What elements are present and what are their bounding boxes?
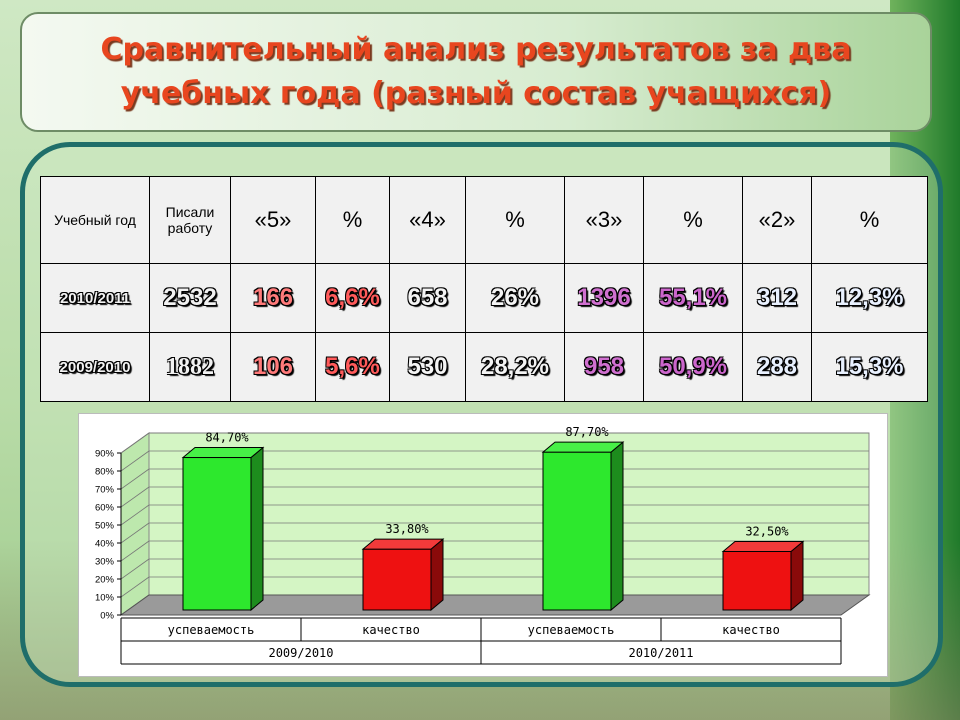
cell-grade-4: 530: [389, 332, 466, 402]
cell-percent-4: 28,2%: [465, 332, 565, 402]
y-tick-label: 60%: [95, 503, 115, 514]
category-label: успеваемость: [528, 623, 615, 637]
chart-gridline: [120, 522, 150, 544]
bar-top: [541, 441, 625, 453]
chart-floor: [119, 594, 871, 616]
cell-year: 2010/2011: [40, 263, 150, 333]
cell-year: 2009/2010: [40, 332, 150, 402]
chart-gridline: [120, 558, 150, 580]
cell-percent-5: 5,6%: [315, 332, 390, 402]
title-line-2: учебных года (разный состав учащихся): [120, 76, 832, 111]
bar-top: [361, 538, 445, 550]
cell-grade-3: 1396: [564, 263, 644, 333]
y-tick-label: 20%: [95, 575, 115, 586]
bar-value-label: 33,80%: [385, 522, 429, 536]
y-tick-label: 70%: [95, 485, 115, 496]
bar-side: [430, 538, 444, 612]
slide-title: Сравнительный анализ результатов за два …: [20, 28, 932, 116]
cell-grade-5: 106: [230, 332, 316, 402]
results-table: Учебный год Писали работу «5» % «4» % «3…: [40, 176, 928, 402]
header-grade-5: «5»: [230, 176, 316, 264]
title-line-1: Сравнительный анализ результатов за два: [100, 32, 852, 67]
bar-front: [722, 551, 792, 611]
bar-side: [610, 441, 624, 612]
bar-value-label: 32,50%: [745, 525, 789, 539]
y-tick-label: 10%: [95, 593, 115, 604]
header-grade-2: «2»: [742, 176, 812, 264]
table-header-row: Учебный год Писали работу «5» % «4» % «3…: [40, 176, 928, 264]
cell-percent-5: 6,6%: [315, 263, 390, 333]
chart-gridline: [120, 576, 150, 598]
chart-gridline: [120, 468, 150, 490]
cell-percent-4: 26%: [465, 263, 565, 333]
chart-gridline: [120, 432, 150, 454]
bar-side: [790, 540, 804, 612]
cell-grade-5: 166: [230, 263, 316, 333]
category-label: качество: [362, 623, 420, 637]
cell-percent-2: 15,3%: [811, 332, 928, 402]
cell-grade-2: 312: [742, 263, 812, 333]
header-percent-4: %: [465, 176, 565, 264]
header-grade-3: «3»: [564, 176, 644, 264]
cell-wrote: 2532: [149, 263, 231, 333]
y-tick-label: 80%: [95, 467, 115, 478]
bar-top: [181, 447, 265, 459]
cell-percent-3: 55,1%: [643, 263, 743, 333]
header-percent-2: %: [811, 176, 928, 264]
comparison-chart: 0% 10% 20% 30% 40% 50% 60% 70% 80% 90% 84,70% 33,80…: [78, 413, 888, 677]
chart-canvas: 0% 10% 20% 30% 40% 50% 60% 70% 80% 90% 84,70% 33,80…: [95, 425, 871, 665]
table-row: 2010/2011 2532 166 6,6% 658 26% 1396 55,…: [40, 263, 928, 333]
chart-gridline: [120, 504, 150, 526]
chart-gridline: [120, 450, 150, 472]
group-label: 2009/2010: [268, 646, 333, 660]
chart-gridline: [120, 486, 150, 508]
group-label: 2010/2011: [628, 646, 693, 660]
cell-percent-2: 12,3%: [811, 263, 928, 333]
table-row: 2009/2010 1882 106 5,6% 530 28,2% 958 50…: [40, 332, 928, 402]
y-tick-label: 30%: [95, 557, 115, 568]
category-label: качество: [722, 623, 780, 637]
header-wrote: Писали работу: [149, 176, 231, 264]
y-tick-label: 50%: [95, 521, 115, 532]
header-percent-3: %: [643, 176, 743, 264]
y-tick-label: 90%: [95, 449, 115, 460]
bar-value-label: 84,70%: [205, 431, 249, 445]
y-tick-label: 0%: [100, 611, 114, 622]
bar-front: [362, 548, 432, 611]
chart-side-wall: [120, 432, 150, 616]
bar-value-label: 87,70%: [565, 425, 609, 439]
chart-gridline: [120, 540, 150, 562]
header-percent-5: %: [315, 176, 390, 264]
cell-percent-3: 50,9%: [643, 332, 743, 402]
cell-grade-3: 958: [564, 332, 644, 402]
header-year: Учебный год: [40, 176, 150, 264]
y-tick-label: 40%: [95, 539, 115, 550]
header-grade-4: «4»: [389, 176, 466, 264]
bar-side: [250, 446, 264, 612]
bar-front: [182, 457, 252, 611]
cell-wrote: 1882: [149, 332, 231, 402]
cell-grade-4: 658: [389, 263, 466, 333]
title-banner: [20, 12, 932, 132]
bar-top: [721, 541, 805, 552]
cell-grade-2: 288: [742, 332, 812, 402]
bar-front: [542, 451, 612, 611]
category-label: успеваемость: [168, 623, 255, 637]
